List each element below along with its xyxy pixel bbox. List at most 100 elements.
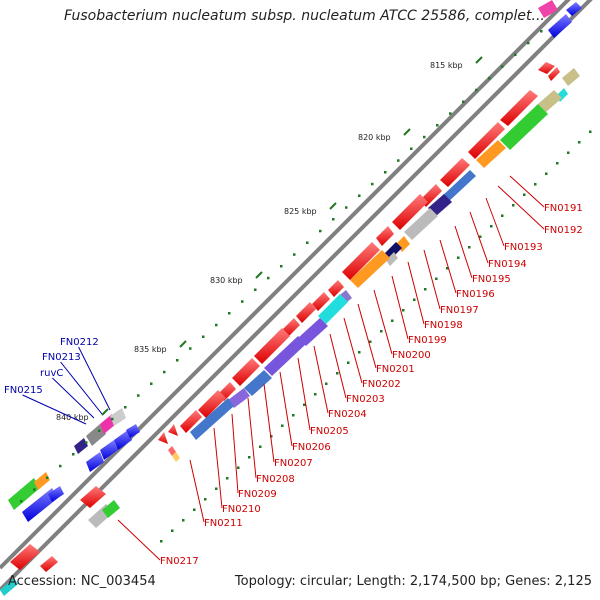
tick-dot bbox=[137, 394, 140, 397]
gene-label-fn0197[interactable]: FN0197 bbox=[440, 305, 479, 316]
feature-navy-1 bbox=[428, 194, 452, 216]
feature-gray-2 bbox=[386, 252, 398, 266]
gene-label-fn0191[interactable]: FN0191 bbox=[544, 203, 583, 214]
gene-forward-11[interactable] bbox=[312, 292, 330, 311]
gene-forward-1[interactable] bbox=[548, 67, 560, 81]
gene-label-fn0215[interactable]: FN0215 bbox=[4, 385, 43, 396]
gene-label-fn0208[interactable]: FN0208 bbox=[256, 474, 295, 485]
gene-forward-19[interactable] bbox=[168, 424, 178, 436]
tick-dot bbox=[85, 441, 88, 444]
accession-label: Accession: NC_003454 bbox=[8, 574, 156, 589]
feature-gray-5 bbox=[110, 408, 126, 426]
feature-gray-1 bbox=[404, 208, 438, 240]
gene-forward-7[interactable] bbox=[392, 194, 428, 230]
tick-dot bbox=[176, 359, 179, 362]
label-leader-line bbox=[509, 175, 545, 208]
feature-green-2 bbox=[102, 500, 120, 518]
feature-navy-2 bbox=[384, 242, 402, 260]
label-leader-line bbox=[22, 394, 87, 425]
gene-label-fn0205[interactable]: FN0205 bbox=[310, 426, 349, 437]
gene-label-fn0213[interactable]: FN0213 bbox=[42, 352, 81, 363]
tick-dot bbox=[488, 77, 491, 80]
label-leader-line bbox=[78, 346, 111, 411]
gene-label-fn0204[interactable]: FN0204 bbox=[328, 409, 367, 420]
gene-forward-8[interactable] bbox=[376, 226, 394, 246]
tick-dot bbox=[314, 393, 317, 396]
gene-label-fn0200[interactable]: FN0200 bbox=[392, 350, 431, 361]
gene-reverse-2[interactable] bbox=[566, 2, 582, 16]
gene-forward-13[interactable] bbox=[282, 318, 300, 337]
label-leader-line bbox=[60, 361, 103, 415]
scale-tick-mark bbox=[403, 128, 411, 136]
tick-dot bbox=[345, 206, 348, 209]
gene-forward-17[interactable] bbox=[198, 390, 226, 418]
gene-label-ruvc[interactable]: ruvC bbox=[40, 368, 63, 379]
gene-reverse-3[interactable] bbox=[86, 452, 104, 472]
gene-forward-5[interactable] bbox=[440, 158, 470, 187]
tick-dot bbox=[228, 312, 231, 315]
tick-dot bbox=[336, 372, 339, 375]
gene-label-fn0198[interactable]: FN0198 bbox=[424, 320, 463, 331]
gene-reverse-8[interactable] bbox=[48, 486, 64, 502]
scale-tick-mark bbox=[101, 408, 109, 416]
tick-dot bbox=[160, 540, 163, 543]
tick-dot bbox=[280, 265, 283, 268]
gene-forward-14[interactable] bbox=[254, 328, 290, 364]
tick-dot bbox=[397, 159, 400, 162]
reverse-strand-genes bbox=[8, 2, 582, 522]
gene-label-fn0192[interactable]: FN0192 bbox=[544, 225, 583, 236]
gene-label-fn0211[interactable]: FN0211 bbox=[204, 518, 243, 529]
gene-label-fn0217[interactable]: FN0217 bbox=[160, 556, 199, 567]
gene-forward-9[interactable] bbox=[342, 242, 380, 280]
scale-tick-mark bbox=[475, 56, 483, 64]
gene-reverse-5[interactable] bbox=[114, 430, 132, 450]
gene-label-fn0194[interactable]: FN0194 bbox=[488, 259, 527, 270]
gene-forward-15[interactable] bbox=[232, 358, 260, 386]
scale-tick-mark bbox=[179, 340, 187, 348]
gene-label-fn0212[interactable]: FN0212 bbox=[60, 337, 99, 348]
gene-label-fn0193[interactable]: FN0193 bbox=[504, 242, 543, 253]
gene-label-fn0207[interactable]: FN0207 bbox=[274, 458, 313, 469]
label-leader-line bbox=[279, 371, 293, 447]
gene-forward-22[interactable] bbox=[10, 544, 40, 570]
tick-dot bbox=[410, 147, 413, 150]
tick-dot bbox=[189, 347, 192, 350]
tick-dot bbox=[358, 351, 361, 354]
gene-forward-12[interactable] bbox=[296, 302, 316, 323]
gene-forward-21[interactable] bbox=[80, 486, 106, 508]
tick-dot bbox=[436, 124, 439, 127]
tick-dot bbox=[293, 253, 296, 256]
gene-label-fn0206[interactable]: FN0206 bbox=[292, 442, 331, 453]
gene-label-fn0210[interactable]: FN0210 bbox=[222, 504, 261, 515]
gene-label-fn0203[interactable]: FN0203 bbox=[346, 394, 385, 405]
gene-reverse-6[interactable] bbox=[126, 424, 140, 438]
tick-dot bbox=[501, 65, 504, 68]
gene-forward-4[interactable] bbox=[468, 122, 505, 159]
tick-dot bbox=[72, 453, 75, 456]
scale-tick-label: 830 kbp bbox=[210, 276, 243, 285]
gene-label-fn0209[interactable]: FN0209 bbox=[238, 489, 277, 500]
gene-forward-2[interactable] bbox=[538, 62, 555, 74]
gene-label-fn0195[interactable]: FN0195 bbox=[472, 274, 511, 285]
tick-dot bbox=[171, 529, 174, 532]
gene-label-fn0201[interactable]: FN0201 bbox=[376, 364, 415, 375]
gene-forward-10[interactable] bbox=[328, 280, 344, 297]
gene-reverse-1[interactable] bbox=[548, 14, 572, 38]
gene-label-fn0202[interactable]: FN0202 bbox=[362, 379, 401, 390]
scale-tick-label: 835 kbp bbox=[134, 345, 167, 354]
gene-reverse-7[interactable] bbox=[22, 488, 58, 522]
gene-label-fn0199[interactable]: FN0199 bbox=[408, 335, 447, 346]
gene-forward-18[interactable] bbox=[180, 410, 202, 433]
gene-forward-3[interactable] bbox=[500, 90, 538, 126]
feature-cyan-2 bbox=[318, 294, 348, 324]
gene-forward-23[interactable] bbox=[40, 556, 58, 572]
tick-dot bbox=[446, 267, 449, 270]
label-leader-line bbox=[357, 303, 377, 369]
tick-dot bbox=[468, 246, 471, 249]
gene-label-fn0196[interactable]: FN0196 bbox=[456, 289, 495, 300]
tick-dot bbox=[59, 464, 62, 468]
gene-reverse-4[interactable] bbox=[100, 440, 118, 460]
label-leader-line bbox=[485, 197, 505, 247]
gene-forward-20[interactable] bbox=[158, 432, 168, 444]
